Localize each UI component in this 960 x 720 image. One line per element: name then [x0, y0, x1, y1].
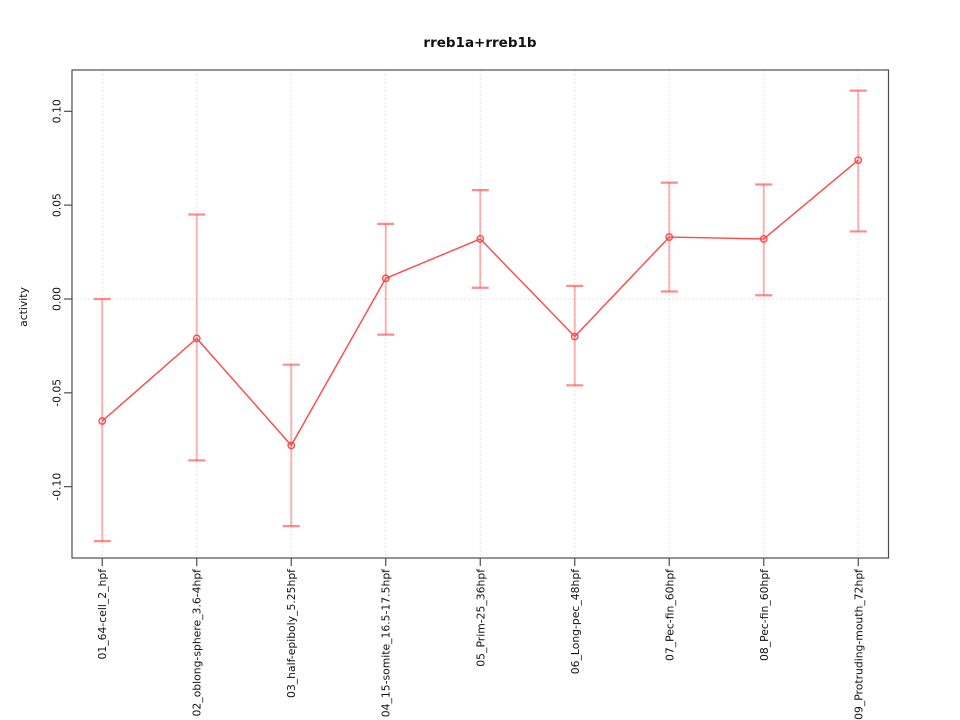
data-point-marker: [98, 417, 107, 425]
chart-title: rreb1a+rreb1b: [423, 35, 536, 51]
y-tick-label: 0.10: [51, 99, 64, 123]
data-point-marker: [476, 235, 485, 243]
error-bar: [93, 297, 111, 543]
y-axis-label: activity: [17, 286, 30, 326]
data-point-marker: [854, 156, 863, 164]
data-point-marker: [192, 334, 201, 343]
x-tick-label: 06_Long-pec_48hpf: [569, 569, 582, 674]
error-bar: [849, 89, 867, 233]
x-tick-label: 08_Pec-fin_60hpf: [758, 569, 771, 661]
x-tick-label: 03_half-epiboly_5.25hpf: [285, 569, 298, 698]
data-point-marker: [665, 233, 674, 241]
y-tick-label: 0.05: [51, 193, 64, 217]
data-point-marker: [381, 274, 390, 283]
x-tick-label: 02_oblong-sphere_3.6-4hpf: [191, 569, 204, 717]
y-tick-label: -0.05: [51, 379, 64, 407]
data-point-marker: [287, 441, 296, 450]
data-point-marker: [570, 332, 579, 341]
gridlines-layer: [72, 70, 889, 558]
y-tick-label: 0.00: [51, 287, 64, 311]
axes-layer: -0.10 -0.05 0.00 0.05 0.10 01_64-cell_2_hpf 02…: [51, 69, 890, 720]
x-tick-label: 04_15-somite_16.5-17.5hpf: [380, 569, 393, 717]
error-bar: [755, 183, 773, 297]
x-tick-label: 09_Protruding-mouth_72hpf: [852, 569, 865, 720]
series-layer: [98, 156, 863, 450]
x-tick-label: 05_Prim-25_36hpf: [474, 569, 487, 667]
x-tick-label: 07_Pec-fin_60hpf: [663, 569, 676, 661]
y-tick-label: -0.10: [51, 473, 64, 501]
error-bar: [188, 213, 206, 462]
data-point-marker: [759, 235, 768, 243]
series-line: [101, 159, 859, 447]
x-tick-label: 01_64-cell_2_hpf: [96, 569, 109, 660]
